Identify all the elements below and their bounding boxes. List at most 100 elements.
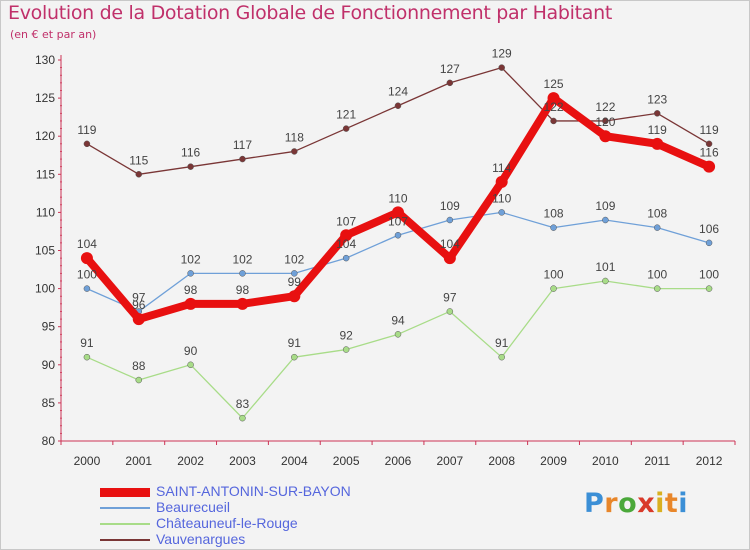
data-point bbox=[80, 252, 93, 265]
data-label: 107 bbox=[388, 214, 408, 228]
data-label: 121 bbox=[336, 108, 356, 122]
data-label: 109 bbox=[595, 199, 615, 213]
logo-letter: i bbox=[655, 488, 665, 519]
y-tick-label: 120 bbox=[35, 129, 55, 143]
x-tick-label: 2008 bbox=[488, 454, 515, 468]
data-point bbox=[291, 148, 298, 155]
data-label: 117 bbox=[233, 138, 252, 152]
data-label: 123 bbox=[647, 92, 667, 106]
data-point bbox=[446, 79, 454, 87]
data-label: 118 bbox=[285, 130, 304, 144]
data-label: 119 bbox=[700, 123, 719, 137]
legend-swatch bbox=[100, 507, 150, 509]
logo-letter: i bbox=[678, 488, 689, 519]
data-point bbox=[392, 206, 404, 219]
data-point bbox=[83, 353, 91, 361]
legend-label: Châteauneuf-le-Rouge bbox=[156, 515, 298, 531]
data-point bbox=[443, 252, 456, 265]
data-label: 108 bbox=[544, 207, 564, 221]
data-point bbox=[394, 331, 402, 338]
data-label: 97 bbox=[443, 290, 457, 304]
data-point bbox=[446, 216, 454, 224]
data-point bbox=[705, 239, 713, 247]
legend-label: Vauvenargues bbox=[156, 531, 246, 547]
data-label: 99 bbox=[288, 275, 302, 289]
data-label: 91 bbox=[80, 336, 94, 350]
legend-swatch bbox=[100, 523, 150, 525]
y-tick-label: 85 bbox=[42, 396, 56, 410]
data-point bbox=[602, 277, 609, 285]
data-point bbox=[187, 361, 194, 369]
data-label: 124 bbox=[388, 85, 408, 99]
data-point bbox=[239, 155, 246, 163]
legend-label: SAINT-ANTONIN-SUR-BAYON bbox=[156, 483, 351, 499]
data-label: 122 bbox=[544, 100, 564, 114]
logo-letter: r bbox=[604, 488, 619, 519]
y-tick-label: 90 bbox=[42, 358, 56, 372]
data-label: 120 bbox=[595, 115, 615, 129]
x-tick-label: 2001 bbox=[125, 454, 152, 468]
logo-letter: o bbox=[618, 488, 638, 519]
data-point bbox=[394, 232, 402, 239]
data-point bbox=[703, 160, 716, 173]
data-label: 109 bbox=[440, 199, 460, 213]
data-label: 88 bbox=[132, 359, 146, 373]
data-label: 104 bbox=[77, 237, 97, 251]
data-label: 83 bbox=[236, 397, 250, 411]
y-tick-label: 95 bbox=[42, 320, 56, 334]
data-point bbox=[498, 353, 505, 361]
data-point bbox=[495, 175, 508, 188]
data-label: 101 bbox=[595, 260, 615, 274]
data-label: 91 bbox=[288, 336, 302, 350]
data-point bbox=[550, 117, 557, 125]
data-label: 116 bbox=[181, 146, 200, 160]
data-point bbox=[550, 224, 557, 231]
data-point bbox=[291, 270, 298, 277]
legend-swatch bbox=[100, 487, 150, 497]
data-label: 92 bbox=[339, 329, 353, 343]
y-tick-label: 80 bbox=[42, 434, 56, 448]
x-tick-label: 2005 bbox=[333, 454, 360, 468]
data-label: 114 bbox=[492, 161, 511, 175]
data-label: 129 bbox=[492, 47, 512, 61]
data-label: 97 bbox=[132, 290, 146, 304]
x-tick-label: 2000 bbox=[74, 454, 101, 468]
data-label: 116 bbox=[700, 146, 719, 160]
x-tick-label: 2006 bbox=[385, 454, 412, 468]
data-point bbox=[291, 353, 298, 361]
y-tick-label: 130 bbox=[35, 53, 55, 67]
data-point bbox=[135, 376, 143, 384]
data-label: 102 bbox=[181, 252, 201, 266]
y-tick-label: 125 bbox=[35, 91, 55, 105]
logo-letter: t bbox=[664, 488, 679, 519]
logo-letter: P bbox=[584, 488, 605, 519]
data-label: 122 bbox=[595, 100, 615, 114]
data-label: 96 bbox=[132, 298, 146, 312]
data-point bbox=[342, 346, 350, 353]
data-point bbox=[550, 285, 557, 292]
x-tick-label: 2004 bbox=[281, 454, 308, 468]
data-label: 108 bbox=[647, 207, 667, 221]
data-point bbox=[340, 229, 353, 242]
data-point bbox=[547, 92, 560, 105]
data-point bbox=[288, 290, 301, 303]
data-label: 100 bbox=[699, 268, 719, 282]
x-tick-label: 2003 bbox=[229, 454, 256, 468]
data-label: 104 bbox=[440, 237, 460, 251]
data-point bbox=[187, 163, 194, 170]
data-point bbox=[651, 137, 664, 150]
data-point bbox=[342, 125, 350, 132]
x-tick-label: 2010 bbox=[592, 454, 619, 468]
data-label: 127 bbox=[440, 62, 460, 76]
data-point bbox=[705, 285, 713, 292]
data-label: 107 bbox=[336, 214, 356, 228]
data-point bbox=[239, 270, 246, 277]
data-label: 110 bbox=[492, 191, 511, 205]
data-label: 91 bbox=[495, 336, 509, 350]
data-label: 100 bbox=[544, 268, 564, 282]
data-label: 119 bbox=[648, 123, 667, 137]
data-point bbox=[602, 216, 609, 224]
data-label: 115 bbox=[129, 153, 148, 167]
data-point bbox=[236, 297, 249, 310]
data-point bbox=[653, 224, 661, 231]
